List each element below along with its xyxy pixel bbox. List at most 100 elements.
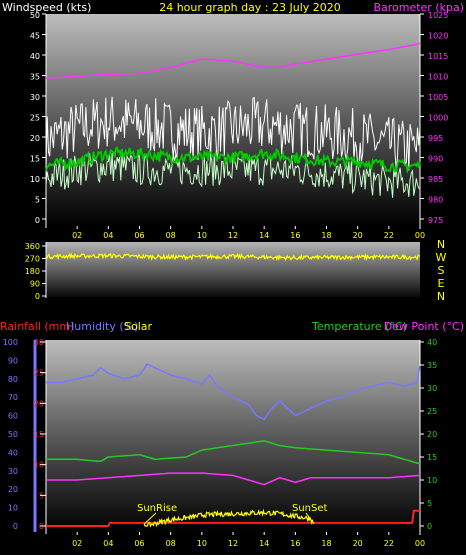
wind-x-tick-label: 22	[384, 231, 394, 240]
climate-x-tick-label: 04	[103, 539, 113, 548]
rain-tick-label: 15	[34, 430, 44, 439]
barometer-line	[45, 42, 421, 80]
temperature-tick-label: 10	[427, 476, 437, 485]
humidity-tick-label: 30	[8, 467, 18, 476]
sunrise-label: SunRise	[137, 503, 177, 514]
wind-tick-label: 15	[30, 155, 40, 164]
barometer-tick-label: 1005	[428, 93, 448, 102]
temperature-tick-label: 20	[427, 430, 437, 439]
temperature-label: Temperature (°C)	[311, 320, 407, 333]
climate-panel-bg	[46, 340, 420, 532]
temperature-tick-label: 15	[427, 453, 437, 462]
rain-tick-label: 20	[34, 399, 44, 408]
rainfall-label: Rainfall (mm)	[0, 320, 74, 333]
barometer-tick-label: 1020	[428, 32, 448, 41]
humidity-tick-label: 80	[8, 375, 18, 384]
climate-x-tick-label: 02	[72, 539, 82, 548]
wind-tick-label: 5	[35, 196, 40, 205]
temperature-tick-label: 0	[427, 522, 432, 531]
wind-x-tick-label: 18	[321, 231, 331, 240]
wind-x-tick-label: 06	[134, 231, 144, 240]
humidity-tick-label: 100	[3, 338, 18, 347]
wind-tick-label: 45	[30, 32, 40, 41]
sunrise-marker	[143, 512, 157, 525]
wind-x-tick-label: 00	[415, 231, 425, 240]
wind-x-tick-label: 02	[72, 231, 82, 240]
wind-x-tick-label: 08	[166, 231, 176, 240]
wind-direction-line	[45, 252, 421, 262]
compass-label: W	[436, 251, 447, 264]
climate-x-tick-label: 18	[321, 539, 331, 548]
climate-x-tick-label: 10	[197, 539, 207, 548]
rain-tick-label: 25	[34, 369, 44, 378]
sunset-marker	[305, 512, 315, 525]
rain-tick-label: 10	[34, 461, 44, 470]
barometer-tick-label: 1015	[428, 52, 448, 61]
direction-tick-label: 360	[25, 242, 40, 251]
humidity-tick-label: 50	[8, 430, 18, 439]
wind-chart: 0510152025303540455097598098599099510001…	[30, 11, 449, 240]
sunset-label: SunSet	[292, 503, 328, 514]
wind-panel-bg	[46, 14, 420, 226]
dew-point-line	[46, 472, 421, 486]
barometer-label: Barometer (kpa)	[373, 1, 464, 14]
wind-x-tick-label: 14	[259, 231, 269, 240]
wind-x-tick-label: 16	[290, 231, 300, 240]
wind-x-tick-label: 04	[103, 231, 113, 240]
dew-point-label: Dew Point (°C)	[384, 320, 464, 333]
wind-tick-label: 35	[30, 73, 40, 82]
rain-tick-label: 30	[34, 338, 44, 347]
humidity-tick-label: 60	[8, 412, 18, 421]
barometer-tick-label: 980	[428, 196, 443, 205]
temperature-tick-label: 25	[427, 407, 437, 416]
direction-tick-label: 0	[35, 292, 40, 301]
wind-tick-label: 40	[30, 52, 40, 61]
direction-tick-label: 90	[30, 280, 40, 289]
wind-tick-label: 10	[30, 175, 40, 184]
temperature-line	[46, 440, 421, 465]
climate-x-tick-label: 06	[134, 539, 144, 548]
wind-tick-label: 50	[30, 11, 40, 20]
humidity-tick-label: 20	[8, 485, 18, 494]
wind-tick-label: 25	[30, 114, 40, 123]
climate-x-tick-label: 20	[353, 539, 363, 548]
wind-x-tick-label: 10	[197, 231, 207, 240]
compass-label: N	[437, 290, 445, 303]
temperature-tick-label: 30	[427, 384, 437, 393]
humidity-line	[46, 363, 421, 421]
barometer-tick-label: 975	[428, 216, 443, 225]
humidity-tick-label: 70	[8, 393, 18, 402]
barometer-tick-label: 1000	[428, 114, 448, 123]
direction-panel-bg	[46, 242, 420, 297]
wind-mean-line	[45, 146, 421, 174]
direction-tick-label: 270	[25, 255, 40, 264]
wind-x-tick-label: 20	[353, 231, 363, 240]
humidity-tick-label: 0	[13, 522, 18, 531]
wind-tick-label: 20	[30, 134, 40, 143]
humidity-tick-label: 90	[8, 356, 18, 365]
climate-chart: 0102030405060708090100051015202530051015…	[3, 338, 437, 548]
climate-x-tick-label: 22	[384, 539, 394, 548]
rainfall-line	[46, 509, 420, 527]
barometer-tick-label: 995	[428, 134, 443, 143]
temperature-tick-label: 5	[427, 499, 432, 508]
solar-label: Solar	[124, 320, 153, 333]
barometer-tick-label: 1025	[428, 11, 448, 20]
windspeed-label: Windspeed (kts)	[2, 1, 91, 14]
climate-x-tick-label: 16	[290, 539, 300, 548]
temperature-tick-label: 35	[427, 361, 437, 370]
climate-x-tick-label: 00	[415, 539, 425, 548]
climate-x-tick-label: 14	[259, 539, 269, 548]
compass-label: N	[437, 238, 445, 251]
climate-x-tick-label: 08	[166, 539, 176, 548]
barometer-tick-label: 1010	[428, 73, 448, 82]
graph-title: 24 hour graph day : 23 July 2020	[159, 1, 341, 14]
direction-tick-label: 180	[25, 267, 40, 276]
barometer-tick-label: 990	[428, 155, 443, 164]
compass-label: S	[438, 264, 445, 277]
humidity-label: Humidity (%)	[66, 320, 138, 333]
barometer-tick-label: 985	[428, 175, 443, 184]
temperature-tick-label: 40	[427, 338, 437, 347]
